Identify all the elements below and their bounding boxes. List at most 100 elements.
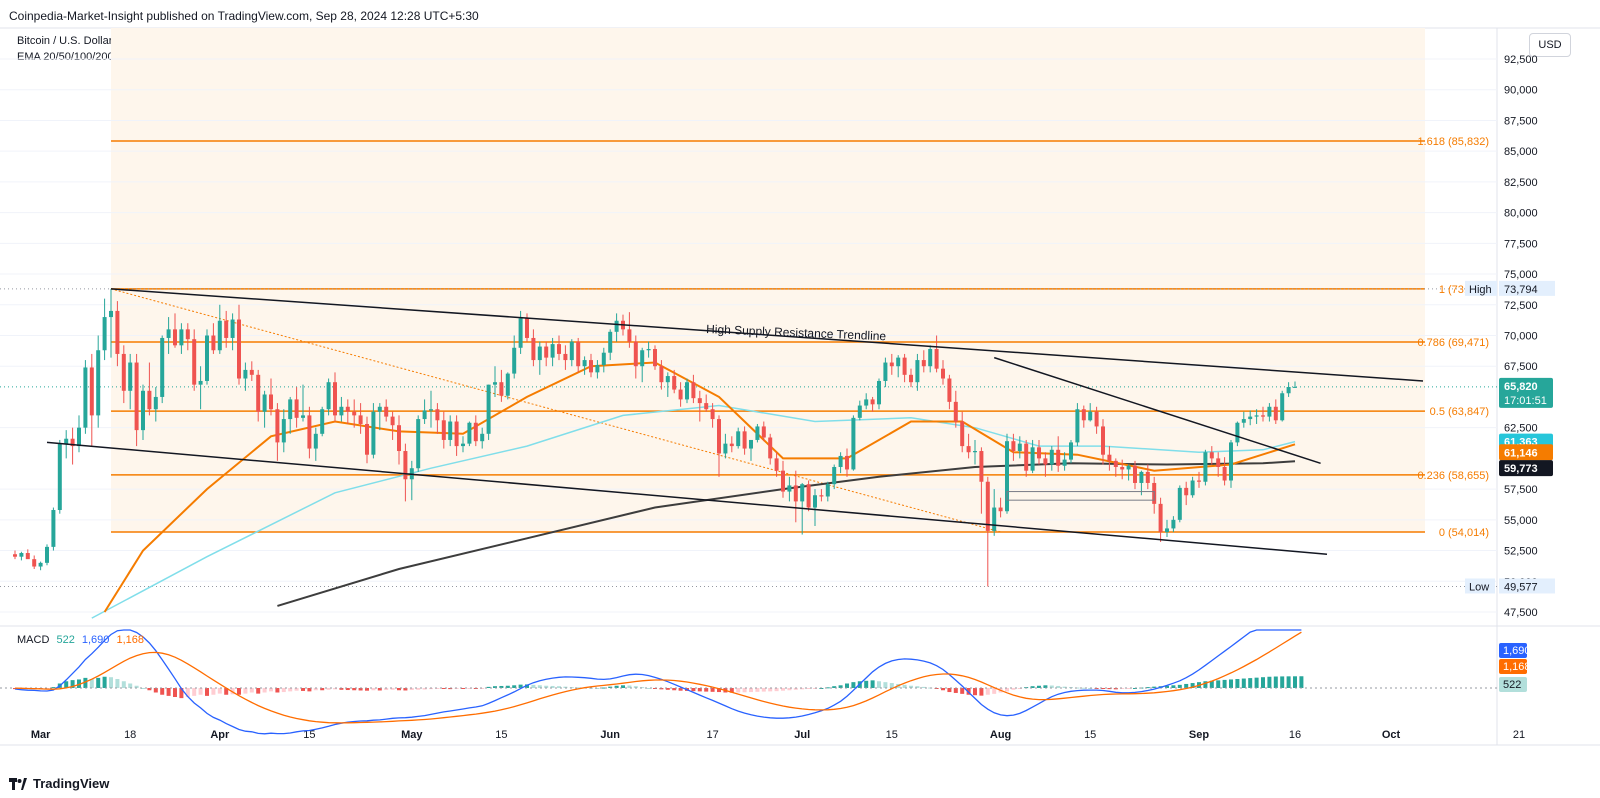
macd-legend: MACD 522 1,690 1,168 — [17, 634, 148, 646]
x-tick-label: 21 — [1513, 729, 1525, 741]
candle-body — [921, 360, 926, 367]
x-tick-label: 16 — [1289, 729, 1301, 741]
candle-body — [1235, 422, 1240, 443]
macd-badge-value: 522 — [1503, 679, 1521, 691]
macd-hist-bar — [1184, 683, 1189, 688]
currency-button[interactable]: USD — [1529, 33, 1571, 57]
macd-hist-bar — [211, 688, 216, 695]
macd-hist-bar — [198, 688, 203, 695]
candle-body — [825, 484, 830, 497]
y-tick-label: 67,500 — [1504, 361, 1538, 373]
price-badge-bg — [1499, 460, 1553, 477]
macd-hist-bar — [608, 686, 613, 688]
candle-body — [800, 484, 805, 502]
candle-body — [505, 373, 510, 396]
fib-label: 0.236 (58,655) — [1417, 470, 1489, 482]
macd-hist-bar — [377, 688, 382, 691]
candle-body — [973, 451, 977, 453]
macd-hist-bar — [294, 688, 299, 691]
candle-body — [755, 426, 760, 440]
ema200-line — [277, 460, 1296, 607]
candle-body — [96, 350, 101, 416]
macd-hist-bar — [461, 688, 465, 689]
macd-hist-bar — [1235, 679, 1240, 688]
macd-hist-bar — [307, 688, 312, 692]
candle-body — [499, 382, 504, 396]
ema20-value: 61,146 — [120, 51, 155, 63]
macd-hist-bar — [1139, 687, 1144, 689]
candle-body — [301, 415, 305, 418]
macd-hist-bar — [723, 688, 728, 693]
candle-body — [102, 317, 107, 351]
high-value: 73,794 — [1504, 284, 1538, 296]
candle-body — [806, 484, 811, 508]
candle-body — [38, 562, 43, 567]
macd-hist-bar — [1203, 681, 1208, 688]
candle-body — [1094, 411, 1099, 427]
candle-body — [166, 329, 171, 338]
candle-body — [1056, 449, 1061, 466]
y-tick-label: 85,000 — [1504, 146, 1538, 158]
candle-body — [557, 344, 561, 354]
ema50-line — [91, 404, 1296, 619]
macd-line — [14, 629, 1302, 735]
y-tick-label: 52,500 — [1504, 546, 1538, 558]
candle-body — [461, 443, 465, 447]
macd-hist-bar — [25, 688, 30, 689]
macd-hist-bar — [729, 688, 734, 693]
candle-body — [883, 362, 888, 381]
macd-hist-bar — [697, 688, 702, 692]
macd-hist-bar — [441, 688, 446, 689]
macd-hist-bar — [736, 688, 741, 693]
candle-body — [160, 337, 165, 397]
candle-body — [646, 349, 651, 351]
price-badge-value: 65,820 — [1504, 381, 1538, 393]
trendline-resistance — [110, 288, 1424, 382]
macd-hist-bar — [614, 685, 619, 688]
candle-body — [1216, 458, 1221, 467]
x-tick-label: 18 — [124, 729, 136, 741]
macd-hist-bar — [1209, 680, 1214, 688]
price-badge-value: 59,773 — [1504, 463, 1538, 475]
candle-body — [467, 422, 472, 444]
high-label: H — [248, 35, 257, 47]
candle-body — [537, 346, 542, 361]
tradingview-logo[interactable]: TradingView — [9, 776, 109, 791]
macd-hist-bar — [19, 688, 24, 689]
candle-body — [397, 425, 401, 452]
candle-body — [525, 318, 529, 338]
candle-body — [25, 553, 30, 560]
y-tick-label: 82,500 — [1504, 177, 1538, 189]
macd-hist-bar — [89, 679, 94, 688]
macd-hist-bar — [851, 682, 856, 688]
macd-hist-bar — [38, 688, 43, 689]
candle-body — [237, 319, 241, 379]
macd-hist-bar — [467, 688, 472, 689]
candle-body — [1203, 452, 1208, 482]
candle-body — [32, 559, 37, 567]
macd-hist-bar — [262, 688, 267, 693]
macd-hist-bar — [230, 688, 235, 695]
change-value: +39 (+0.06%) — [392, 35, 460, 47]
macd-hist-bar — [57, 683, 62, 688]
candle-body — [409, 468, 414, 480]
candle-body — [243, 369, 248, 379]
macd-hist-bar — [217, 688, 222, 694]
candle-body — [64, 438, 69, 444]
candle-body — [1030, 447, 1035, 471]
macd-hist-bar — [902, 684, 907, 688]
candle-body — [326, 382, 331, 410]
candle-body — [358, 415, 363, 424]
candle-body — [768, 437, 773, 459]
macd-hist-bar — [371, 688, 376, 691]
candle-body — [352, 411, 357, 416]
candle-body — [89, 367, 94, 416]
candle-body — [1184, 487, 1189, 496]
candle-body — [621, 320, 625, 330]
candle-body — [742, 431, 747, 449]
macd-hist-bar — [960, 688, 965, 694]
candle-body — [851, 417, 856, 470]
macd-hist-bar — [134, 685, 139, 688]
candle-body — [1190, 480, 1195, 496]
